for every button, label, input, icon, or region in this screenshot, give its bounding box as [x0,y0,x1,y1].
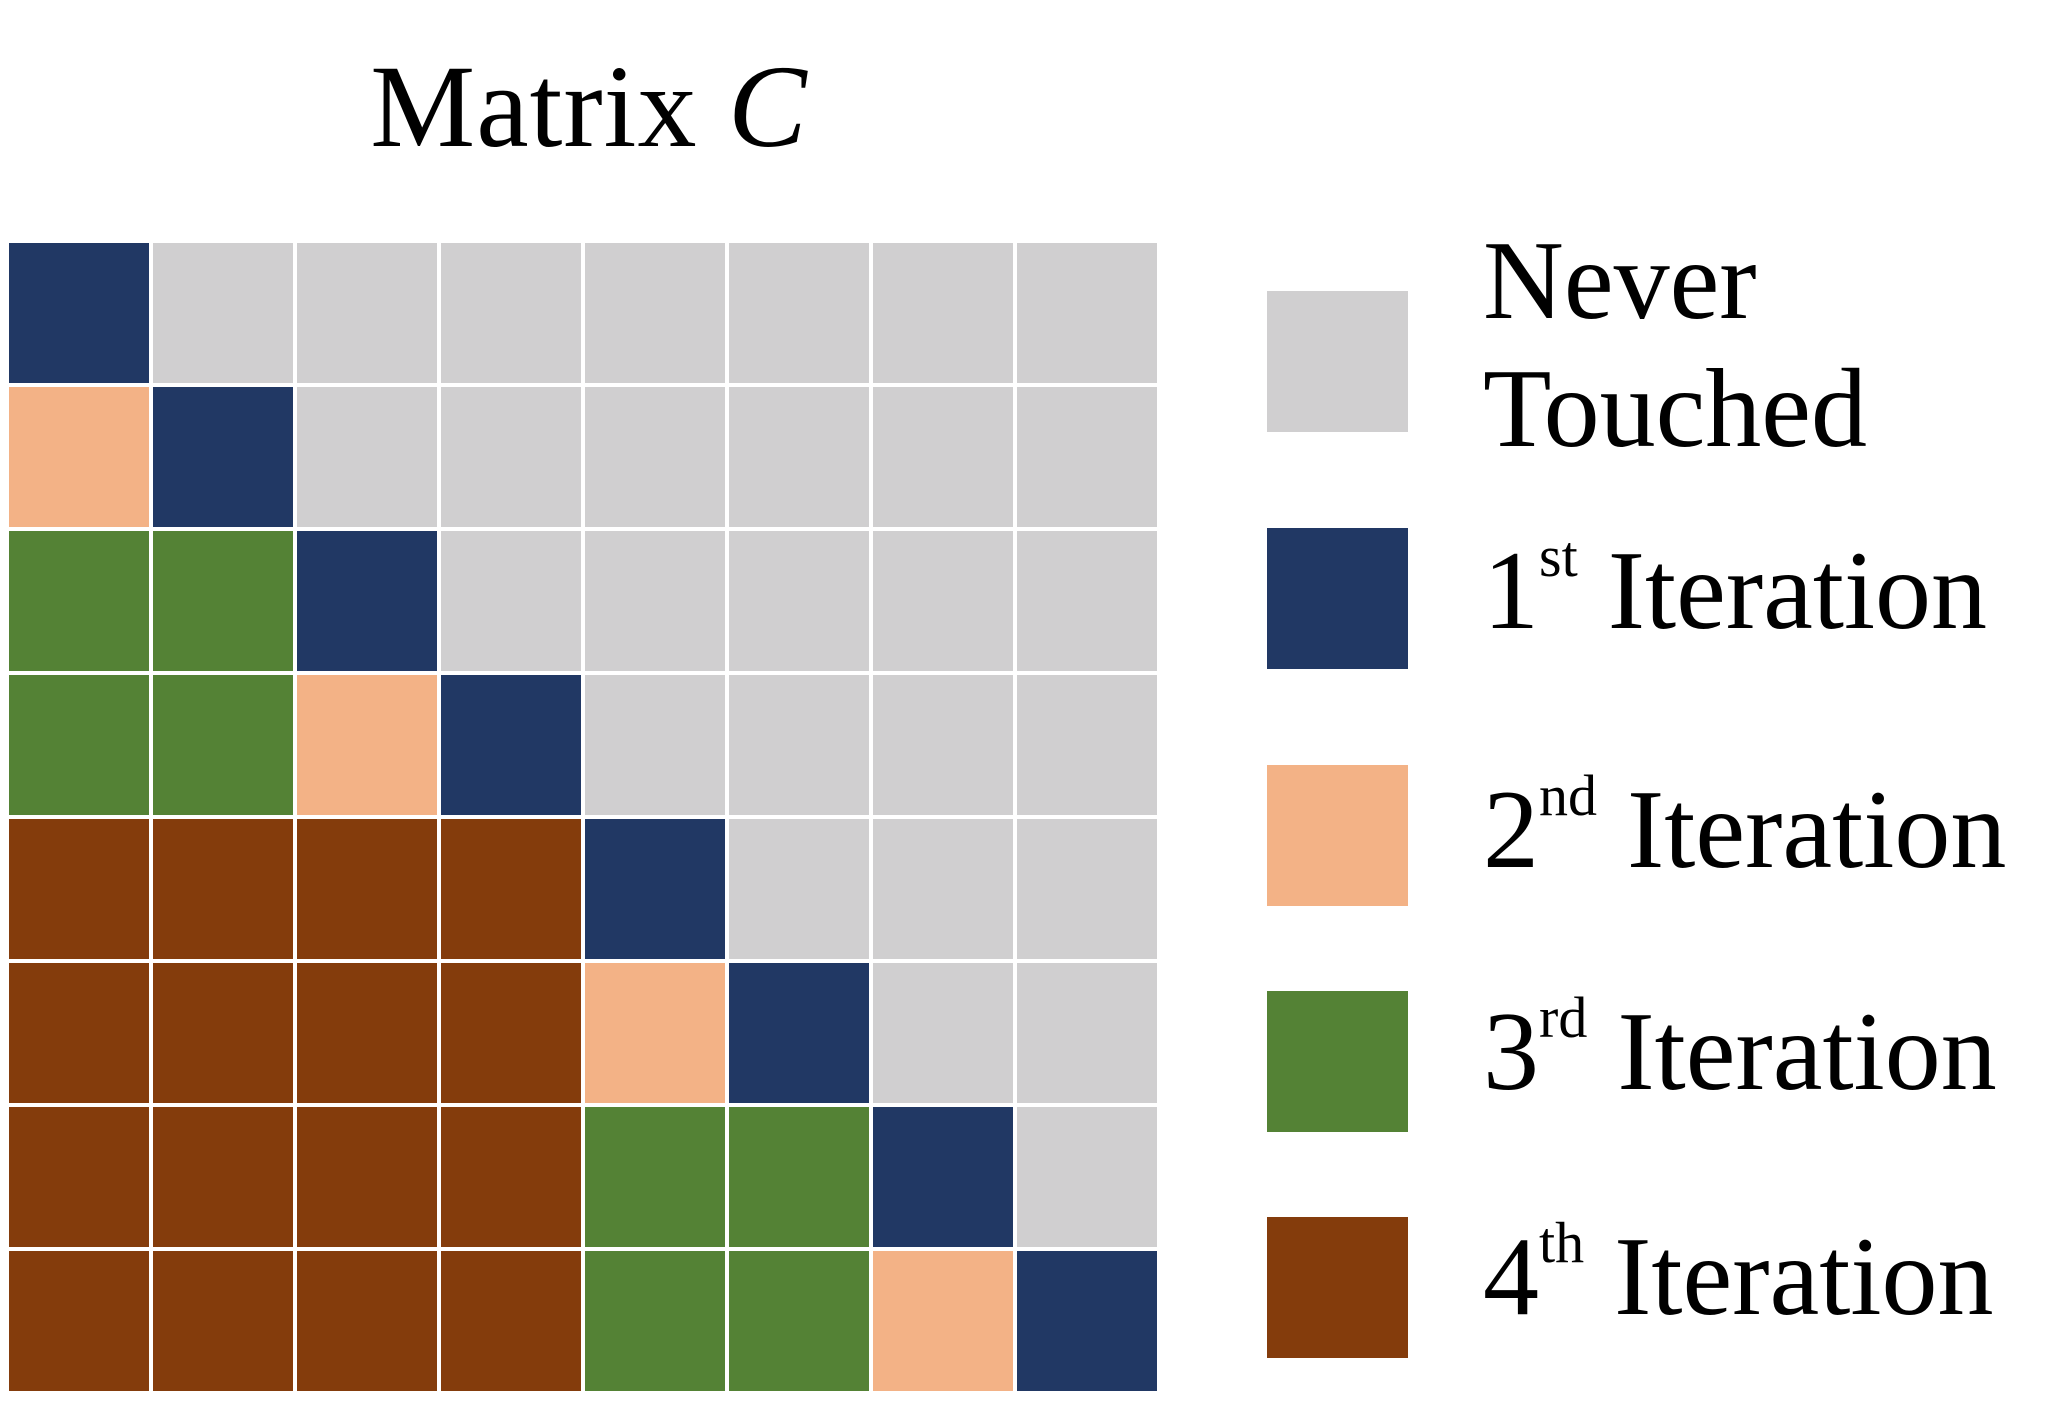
legend-never-line2: Touched [1483,346,1868,471]
matrix-cell-never [441,243,581,383]
matrix-cell-iter3 [585,1107,725,1247]
matrix-cell-iter3 [153,675,293,815]
matrix-cell-iter4 [297,963,437,1103]
matrix-cell-iter4 [297,1107,437,1247]
matrix-cell-iter2 [297,675,437,815]
matrix-cell-iter2 [585,963,725,1103]
matrix-cell-iter3 [9,531,149,671]
legend-iter3-word: Iteration [1617,990,1997,1114]
legend-label-iter3: 3rd Iteration [1483,985,1997,1117]
legend-iter3-suffix: rd [1539,985,1588,1050]
legend-iter2-word: Iteration [1627,768,2007,892]
matrix-cell-never [1017,1107,1157,1247]
legend-label-never: Never Touched [1483,218,1867,473]
matrix-cell-never [729,675,869,815]
matrix-cell-never [441,387,581,527]
matrix-cell-never [873,675,1013,815]
matrix-cell-never [729,819,869,959]
matrix-cell-never [729,243,869,383]
matrix-cell-iter2 [9,387,149,527]
matrix-title-variable: C [727,41,808,172]
legend-label-iter2: 2nd Iteration [1483,763,2007,895]
matrix-cell-iter3 [153,531,293,671]
matrix-cell-never [873,531,1013,671]
matrix-cell-iter4 [9,1107,149,1247]
matrix-cell-never [585,675,725,815]
matrix-cell-iter4 [297,1251,437,1391]
matrix-cell-iter4 [441,1251,581,1391]
matrix-cell-iter1 [297,531,437,671]
legend-iter1-word: Iteration [1607,529,1988,653]
matrix-cell-iter1 [729,963,869,1103]
legend-iter4-word: Iteration [1614,1215,1994,1339]
matrix-cell-iter3 [729,1251,869,1391]
matrix-cell-never [873,387,1013,527]
legend-iter1-number: 1 [1483,529,1539,653]
matrix-title: Matrix C [0,48,1178,166]
legend-iter3-number: 3 [1483,990,1539,1114]
matrix-cell-never [729,531,869,671]
matrix-cell-never [1017,963,1157,1103]
legend-swatch-iter4 [1267,1217,1408,1358]
matrix-cell-never [1017,243,1157,383]
matrix-cell-iter4 [9,1251,149,1391]
matrix-cell-iter1 [441,675,581,815]
matrix-cell-never [297,243,437,383]
matrix-cell-never [153,243,293,383]
matrix-cell-iter1 [153,387,293,527]
matrix-cell-iter2 [873,1251,1013,1391]
matrix-cell-never [1017,531,1157,671]
matrix-cell-iter1 [585,819,725,959]
matrix-cell-iter4 [153,1107,293,1247]
matrix-cell-never [585,243,725,383]
matrix-cell-never [873,819,1013,959]
legend-iter2-number: 2 [1483,768,1539,892]
matrix-cell-iter3 [9,675,149,815]
legend-iter4-number: 4 [1483,1215,1539,1339]
matrix-cell-never [585,531,725,671]
matrix-cell-iter4 [441,819,581,959]
matrix-cell-never [441,531,581,671]
matrix-cell-never [297,387,437,527]
matrix-cell-iter4 [9,819,149,959]
matrix-grid [0,243,1178,1406]
legend-iter2-suffix: nd [1539,763,1597,828]
matrix-cell-iter4 [297,819,437,959]
matrix-cell-iter4 [9,963,149,1103]
matrix-cell-never [873,963,1013,1103]
legend-swatch-never [1267,291,1408,432]
legend-label-iter4: 4th Iteration [1483,1210,1994,1342]
matrix-cell-never [585,387,725,527]
matrix-cell-never [873,243,1013,383]
matrix-cell-iter4 [153,963,293,1103]
matrix-cell-never [729,387,869,527]
legend-swatch-iter1 [1267,528,1408,669]
legend-swatch-iter2 [1267,765,1408,906]
matrix-cell-iter3 [729,1107,869,1247]
legend-never-line1: Never [1483,219,1757,343]
legend-swatch-iter3 [1267,991,1408,1132]
legend-iter1-suffix: st [1539,524,1578,589]
matrix-cell-never [1017,819,1157,959]
matrix-cell-iter4 [153,1251,293,1391]
matrix-cell-never [1017,387,1157,527]
matrix-cell-iter4 [441,963,581,1103]
matrix-cell-iter4 [441,1107,581,1247]
matrix-cell-iter4 [153,819,293,959]
legend-iter4-suffix: th [1539,1210,1585,1275]
matrix-title-prefix: Matrix [370,41,698,172]
matrix-cell-iter1 [9,243,149,383]
matrix-cell-iter1 [1017,1251,1157,1391]
matrix-cell-iter3 [585,1251,725,1391]
matrix-cell-never [1017,675,1157,815]
legend-label-iter1: 1st Iteration [1483,524,1988,656]
matrix-cell-iter1 [873,1107,1013,1247]
